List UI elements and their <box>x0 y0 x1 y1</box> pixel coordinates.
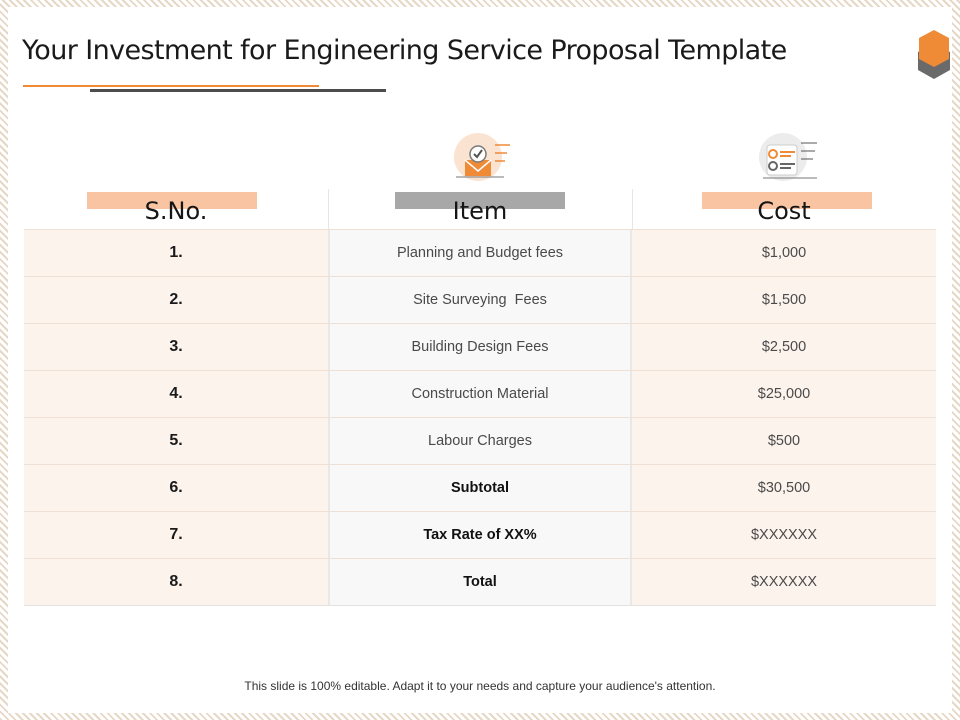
item-cell: Construction Material <box>328 371 632 417</box>
cost-cell: $1,000 <box>632 230 936 276</box>
table-row: 8. Total $XXXXXX <box>24 558 936 605</box>
subtotal-cell: Subtotal <box>328 465 632 511</box>
table-row: 3. Building Design Fees $2,500 <box>24 323 936 370</box>
item-header-bar <box>395 192 565 209</box>
cost-cell: $25,000 <box>632 371 936 417</box>
page-title: Your Investment for Engineering Service … <box>22 35 787 66</box>
item-cell: Labour Charges <box>328 418 632 464</box>
table-row: 6. Subtotal $30,500 <box>24 464 936 511</box>
title-underline-orange <box>23 85 319 87</box>
sno-cell: 8. <box>24 559 328 605</box>
table-row: 1. Planning and Budget fees $1,000 <box>24 229 936 276</box>
cost-cell: $XXXXXX <box>632 512 936 558</box>
sno-header-bar <box>87 192 257 209</box>
hexagon-icon <box>918 30 950 79</box>
table-row: 2. Site Surveying Fees $1,500 <box>24 276 936 323</box>
cost-cell: $1,500 <box>632 277 936 323</box>
item-cell: Building Design Fees <box>328 324 632 370</box>
sno-cell: 3. <box>24 324 328 370</box>
title-underline-gray <box>90 89 386 92</box>
total-cell: Total <box>328 559 632 605</box>
table-row: 7. Tax Rate of XX% $XXXXXX <box>24 511 936 558</box>
cost-header: Cost <box>757 197 811 225</box>
envelope-check-icon <box>454 133 510 181</box>
sno-cell: 7. <box>24 512 328 558</box>
sno-header: S.No. <box>144 197 208 225</box>
cost-cell: $XXXXXX <box>632 559 936 605</box>
sno-cell: 5. <box>24 418 328 464</box>
sno-cell: 1. <box>24 230 328 276</box>
item-cell: Site Surveying Fees <box>328 277 632 323</box>
sno-cell: 2. <box>24 277 328 323</box>
checklist-icon <box>759 133 817 181</box>
sno-cell: 4. <box>24 371 328 417</box>
table-row: 5. Labour Charges $500 <box>24 417 936 464</box>
header-divider <box>632 189 633 229</box>
header-divider <box>328 189 329 229</box>
item-cell: Planning and Budget fees <box>328 230 632 276</box>
sno-cell: 6. <box>24 465 328 511</box>
cost-cell: $30,500 <box>632 465 936 511</box>
tax-rate-cell: Tax Rate of XX% <box>328 512 632 558</box>
footer-note: This slide is 100% editable. Adapt it to… <box>244 679 716 693</box>
cost-cell: $500 <box>632 418 936 464</box>
investment-table: 1. Planning and Budget fees $1,000 2. Si… <box>24 229 936 606</box>
item-header: Item <box>452 197 508 225</box>
cost-cell: $2,500 <box>632 324 936 370</box>
table-row: 4. Construction Material $25,000 <box>24 370 936 417</box>
cost-header-bar <box>702 192 872 209</box>
slide: Your Investment for Engineering Service … <box>8 7 952 713</box>
